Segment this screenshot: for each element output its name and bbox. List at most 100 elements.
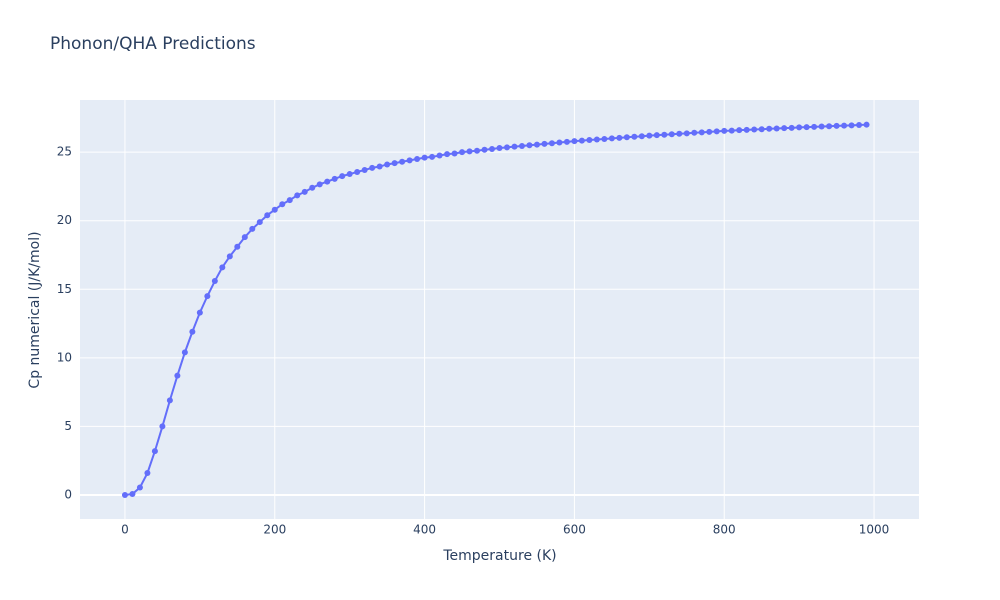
marker [713, 128, 720, 135]
marker [406, 157, 413, 164]
y-tick-label: 25 [57, 145, 72, 159]
marker [631, 133, 638, 140]
x-tick-label: 600 [563, 523, 586, 537]
marker [129, 491, 136, 498]
marker [773, 125, 780, 132]
marker [166, 397, 173, 404]
marker [489, 145, 496, 152]
marker [174, 372, 181, 379]
marker [848, 122, 855, 129]
marker [271, 206, 278, 213]
marker [369, 164, 376, 171]
marker [361, 166, 368, 173]
y-tick-label: 15 [57, 282, 72, 296]
marker [399, 158, 406, 165]
marker [481, 146, 488, 153]
marker [788, 124, 795, 131]
marker [691, 129, 698, 136]
marker [503, 144, 510, 151]
marker [309, 184, 316, 191]
marker [826, 123, 833, 130]
marker [189, 328, 196, 335]
marker [601, 135, 608, 142]
marker [459, 149, 466, 156]
x-axis-title: Temperature (K) [442, 548, 556, 564]
marker [841, 122, 848, 129]
marker [511, 143, 518, 150]
marker [811, 123, 818, 130]
marker [578, 137, 585, 144]
marker [571, 138, 578, 145]
marker [256, 219, 263, 226]
marker [286, 197, 293, 204]
y-tick-label: 20 [57, 213, 72, 227]
x-tick-label: 800 [713, 523, 736, 537]
marker [751, 126, 758, 133]
marker [136, 484, 143, 491]
marker [863, 121, 870, 128]
x-tick-label: 200 [263, 523, 286, 537]
marker [608, 135, 615, 142]
marker [541, 140, 548, 147]
marker [728, 127, 735, 134]
marker [856, 121, 863, 128]
marker [264, 212, 271, 219]
marker [279, 201, 286, 208]
marker [234, 243, 241, 250]
marker [451, 150, 458, 157]
marker [668, 131, 675, 138]
marker [766, 125, 773, 132]
marker [354, 169, 361, 176]
marker [324, 178, 331, 185]
marker [638, 133, 645, 140]
marker [818, 123, 825, 130]
marker [421, 154, 428, 161]
marker [653, 132, 660, 139]
marker [346, 171, 353, 178]
marker [706, 128, 713, 135]
marker [683, 130, 690, 137]
marker [616, 134, 623, 141]
marker [391, 160, 398, 167]
marker [721, 127, 728, 134]
marker [429, 153, 436, 160]
marker [676, 130, 683, 137]
marker [623, 134, 630, 141]
marker [474, 147, 481, 154]
marker [533, 141, 540, 148]
x-tick-label: 0 [121, 523, 129, 537]
marker [526, 142, 533, 149]
marker [376, 163, 383, 170]
marker [496, 145, 503, 152]
marker [586, 137, 593, 144]
marker [414, 155, 421, 162]
marker [249, 225, 256, 232]
marker [384, 161, 391, 168]
marker [151, 448, 158, 455]
marker [796, 124, 803, 131]
marker [661, 131, 668, 138]
marker [331, 175, 338, 182]
marker [211, 278, 218, 285]
marker [444, 151, 451, 158]
marker [204, 293, 211, 300]
marker [144, 470, 151, 477]
marker [563, 138, 570, 145]
line [124, 123, 867, 496]
marker [226, 253, 233, 260]
marker [219, 264, 226, 271]
marker [743, 126, 750, 133]
marker [316, 181, 323, 188]
marker [159, 423, 166, 430]
marker [736, 127, 743, 134]
marker [466, 148, 473, 155]
plot-area [80, 100, 919, 519]
y-tick-label: 10 [57, 350, 72, 364]
marker [833, 122, 840, 129]
chart-title: Phonon/QHA Predictions [50, 34, 256, 54]
marker [121, 491, 128, 498]
marker [758, 126, 765, 133]
marker [646, 132, 653, 139]
marker [698, 129, 705, 136]
